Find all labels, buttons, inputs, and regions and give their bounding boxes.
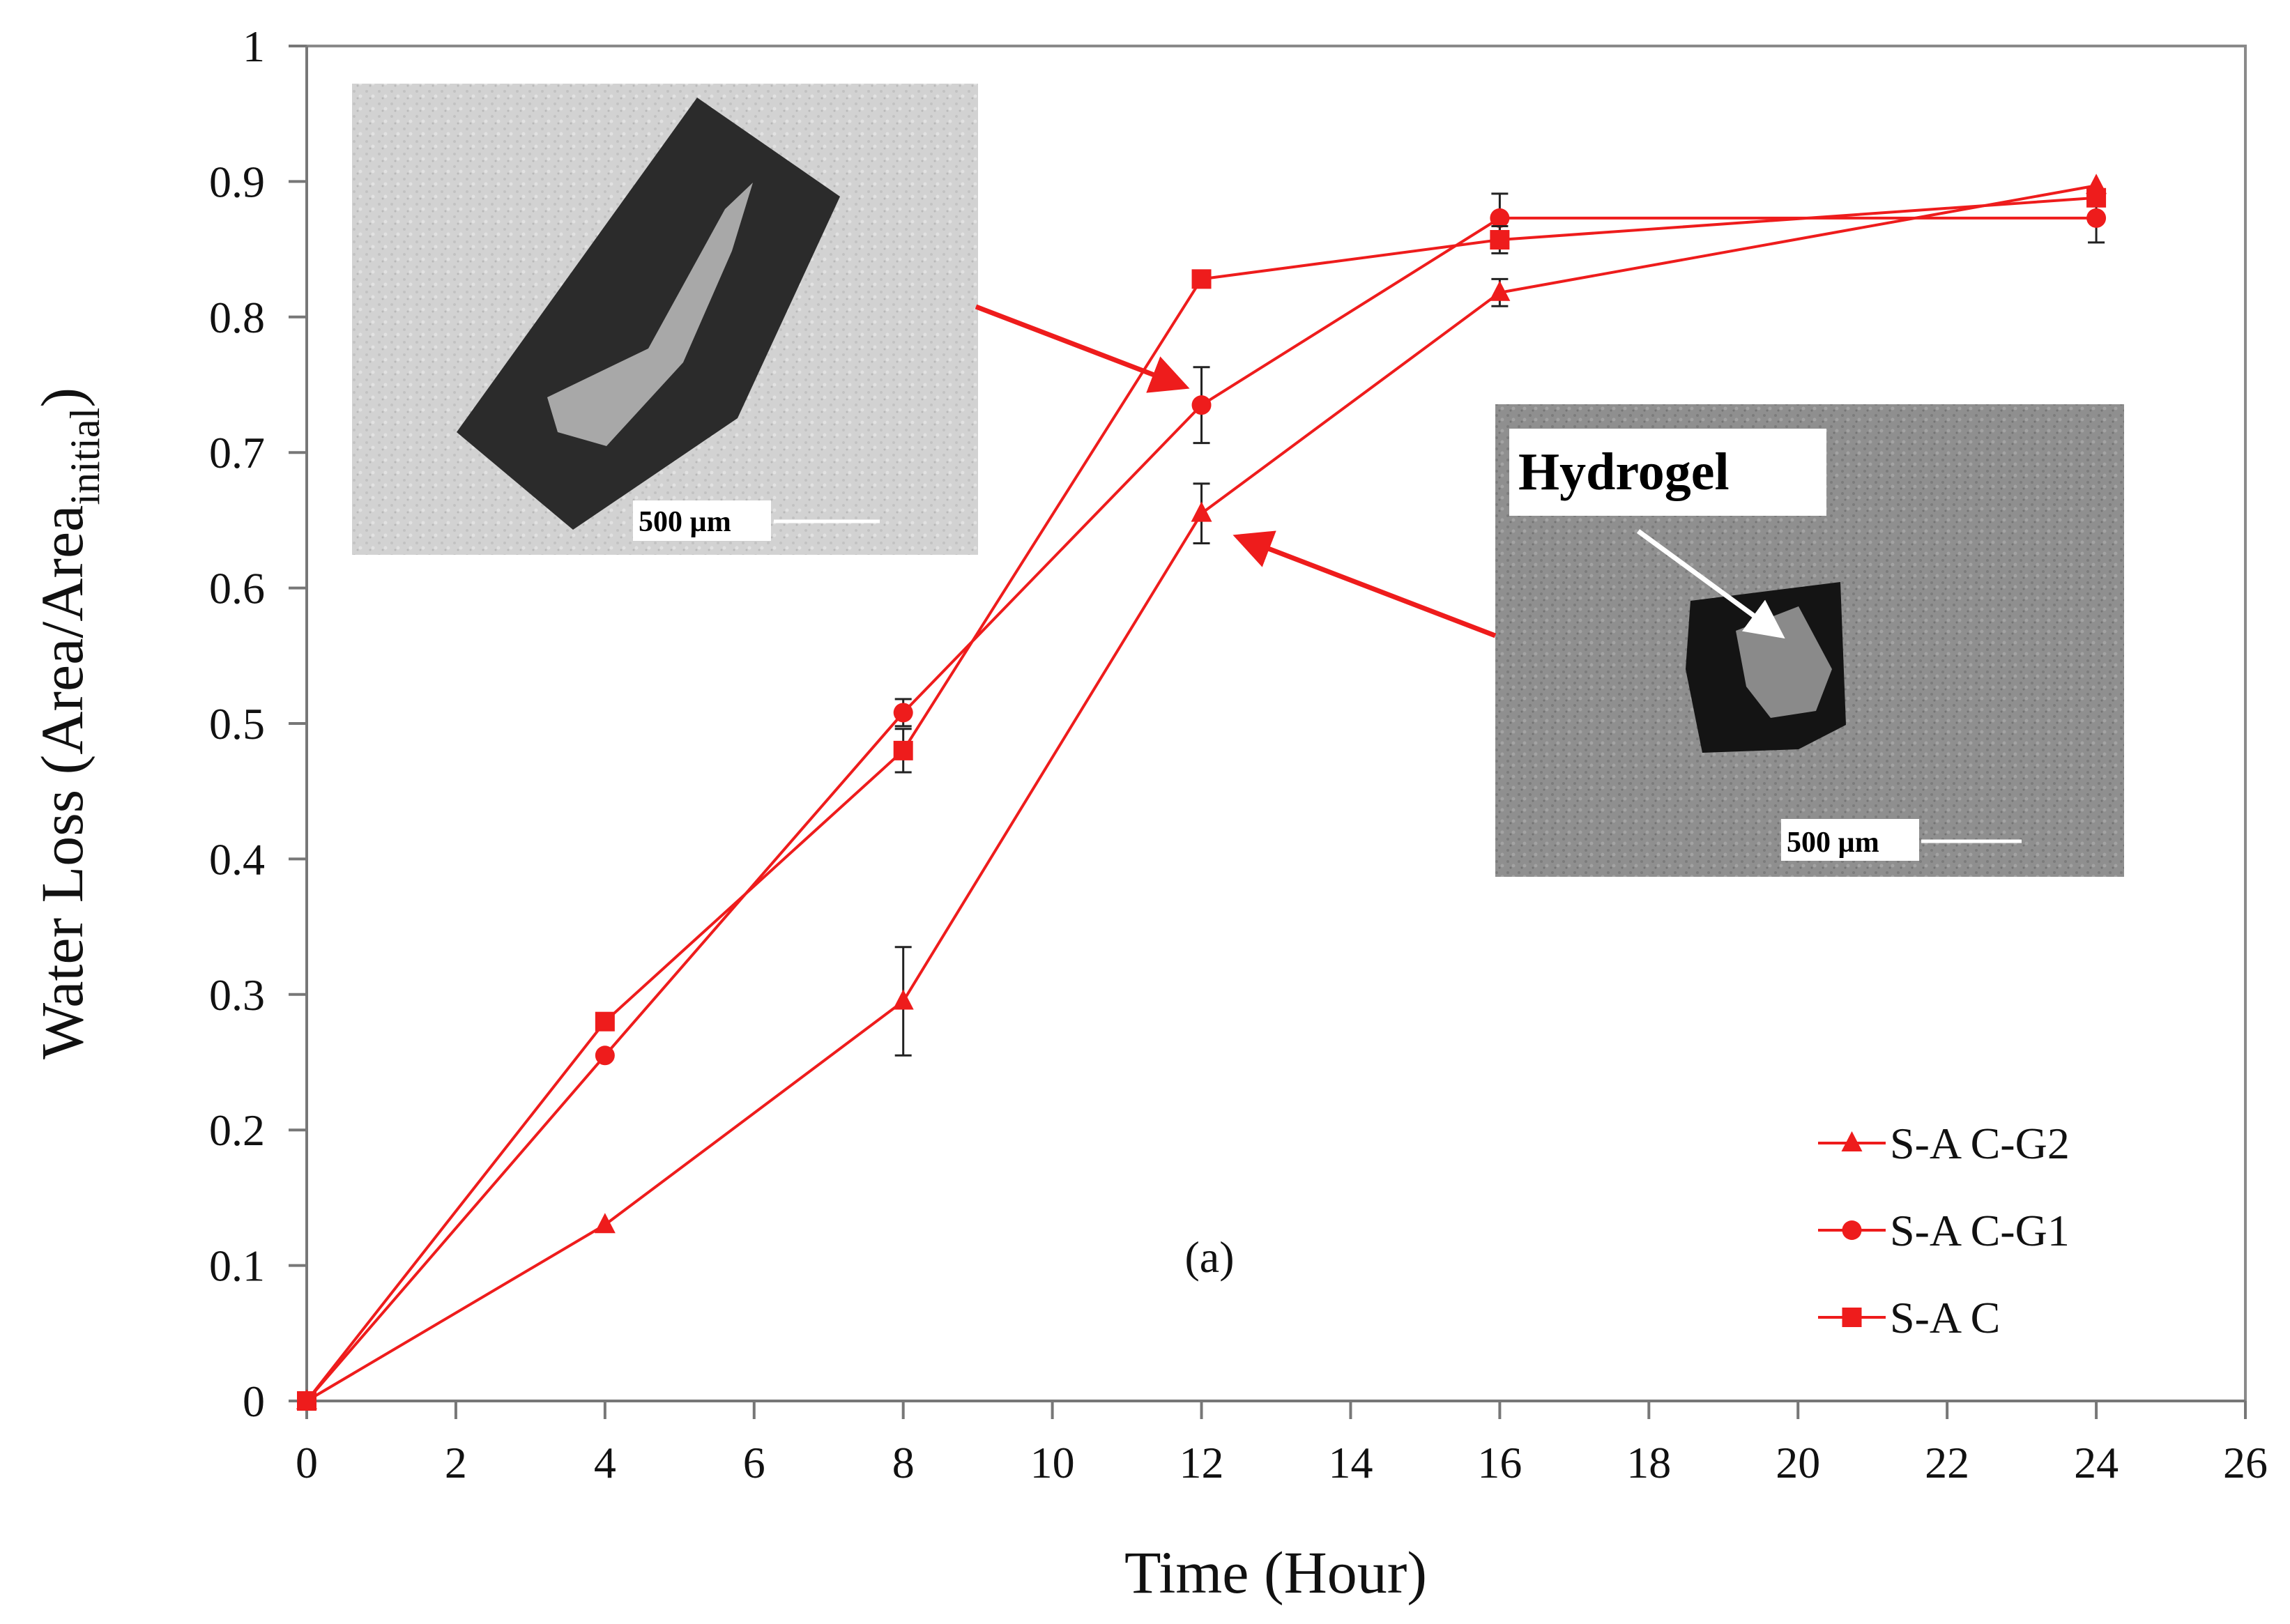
legend-label: S-A C [1890,1293,2000,1342]
legend-item: S-A C [1818,1293,2000,1342]
y-tick-label: 0 [243,1377,265,1426]
data-point-square [297,1391,316,1411]
x-tick-label: 2 [445,1438,467,1487]
y-tick-label: 0.7 [209,428,265,477]
y-axis-title-subscript: initial [62,408,108,505]
legend-label: S-A C-G2 [1890,1119,2070,1168]
data-point-square [1490,229,1510,250]
x-tick-label: 16 [1477,1438,1522,1487]
x-axis-title: Time (Hour) [1124,1539,1427,1606]
x-tick-label: 22 [1925,1438,1969,1487]
x-tick-label: 10 [1030,1438,1075,1487]
series-line-square [305,196,2097,1402]
sem-inset-1: 500 µm [352,84,978,555]
series-layer [296,174,2107,1411]
x-tick-label: 0 [296,1438,318,1487]
x-tick-label: 24 [2074,1438,2119,1487]
callout-arrow-2 [1232,530,1497,638]
y-tick-label: 0.1 [209,1241,265,1291]
y-tick-label: 0.3 [209,970,265,1020]
x-tick-label: 12 [1180,1438,1224,1487]
x-tick-label: 4 [594,1438,616,1487]
legend-swatch-marker [1842,1308,1862,1327]
x-tick-label: 20 [1776,1438,1820,1487]
x-tick-label: 6 [743,1438,765,1487]
y-axis-title-group: Water Loss (Area/Areainitial) [29,388,108,1059]
data-point-triangle [1489,280,1511,301]
panel-label: (a) [1184,1232,1234,1282]
sem-inset-2-scale-box [1781,819,1919,861]
legend: S-A C-G2 S-A C-G1 S-A C [1818,1119,2070,1342]
data-point-square [595,1011,615,1032]
callout-arrow-1 [975,304,1190,393]
legend-label: S-A C-G1 [1890,1206,2070,1255]
y-tick-label: 0.8 [209,293,265,342]
y-tick-label: 0.5 [209,699,265,749]
y-axis-title-close: ) [29,388,96,408]
y-tick-label: 0.9 [209,157,265,206]
data-point-circle [1490,208,1510,228]
series-square [297,187,2107,1411]
series-line-circle [305,216,2097,1402]
data-point-triangle [1191,501,1212,522]
sem-inset-2-label-box [1509,429,1826,516]
y-axis-title-main: Water Loss (Area/Area [29,505,96,1059]
x-tick-label: 8 [892,1438,915,1487]
x-ticks: 0 2 4 6 8 10 12 14 16 18 20 22 24 26 [296,1401,2268,1487]
legend-item: S-A C-G2 [1818,1119,2070,1168]
x-tick-label: 18 [1626,1438,1671,1487]
data-point-circle [1191,395,1212,415]
data-point-square [893,740,913,760]
legend-swatch-marker [1841,1131,1863,1151]
sem-inset-2-label: Hydrogel [1518,443,1730,501]
sem-inset-1-debris [547,183,753,446]
y-tick-label: 0.4 [209,834,265,884]
legend-item: S-A C-G1 [1818,1206,2070,1255]
y-ticks: 0 0.1 0.2 0.3 0.4 0.5 0.6 0.7 0.8 0.9 1 [209,22,307,1426]
x-tick-label: 14 [1328,1438,1373,1487]
data-point-triangle [594,1213,616,1234]
y-tick-label: 0.6 [209,564,265,613]
data-point-square [1191,269,1212,289]
sem-inset-1-scale-label: 500 µm [639,506,731,538]
data-point-triangle [892,989,914,1010]
data-point-circle [2086,208,2107,228]
sem-inset-2: Hydrogel 500 µm [1495,404,2124,877]
data-point-square [2086,187,2107,208]
y-tick-label: 0.2 [209,1105,265,1155]
sem-inset-1-scale-box [633,500,771,541]
legend-swatch-marker [1842,1220,1862,1240]
sem-inset-2-scale-label: 500 µm [1787,827,1879,859]
series-line-triangle [305,184,2097,1402]
x-tick-label: 26 [2223,1438,2268,1487]
y-axis-title: Water Loss (Area/Areainitial) [29,388,108,1059]
data-point-circle [595,1045,615,1066]
data-point-circle [893,703,913,723]
sem-inset-2-pointer-arrow [1636,529,1785,639]
y-tick-label: 1 [243,22,265,71]
